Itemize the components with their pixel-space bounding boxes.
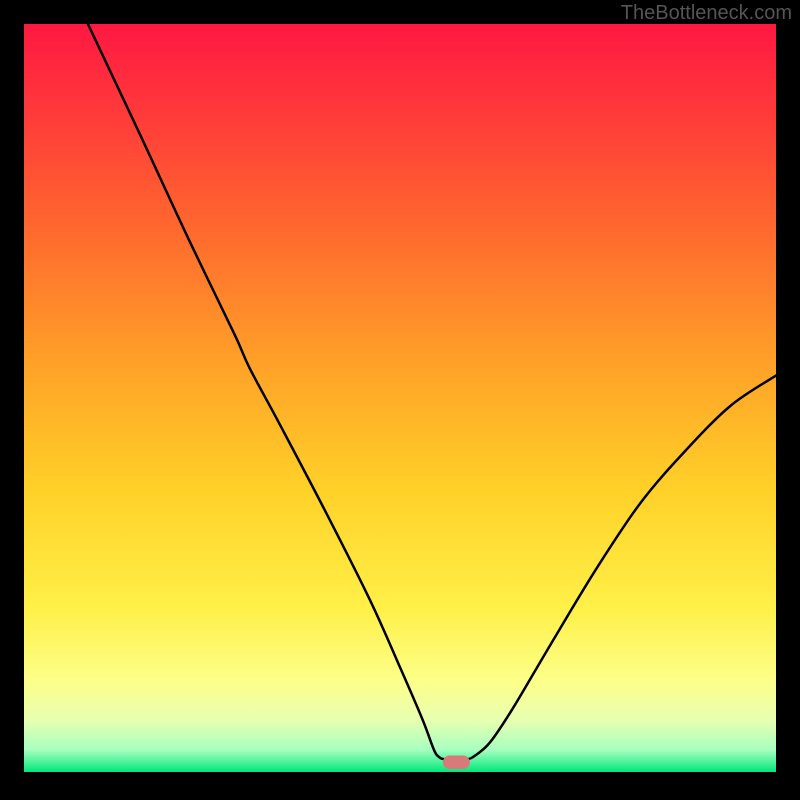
watermark-text: TheBottleneck.com bbox=[621, 2, 792, 25]
optimal-point-marker bbox=[443, 756, 470, 769]
plot-background bbox=[24, 24, 776, 772]
bottleneck-chart bbox=[0, 0, 800, 800]
chart-container: TheBottleneck.com bbox=[0, 0, 800, 800]
